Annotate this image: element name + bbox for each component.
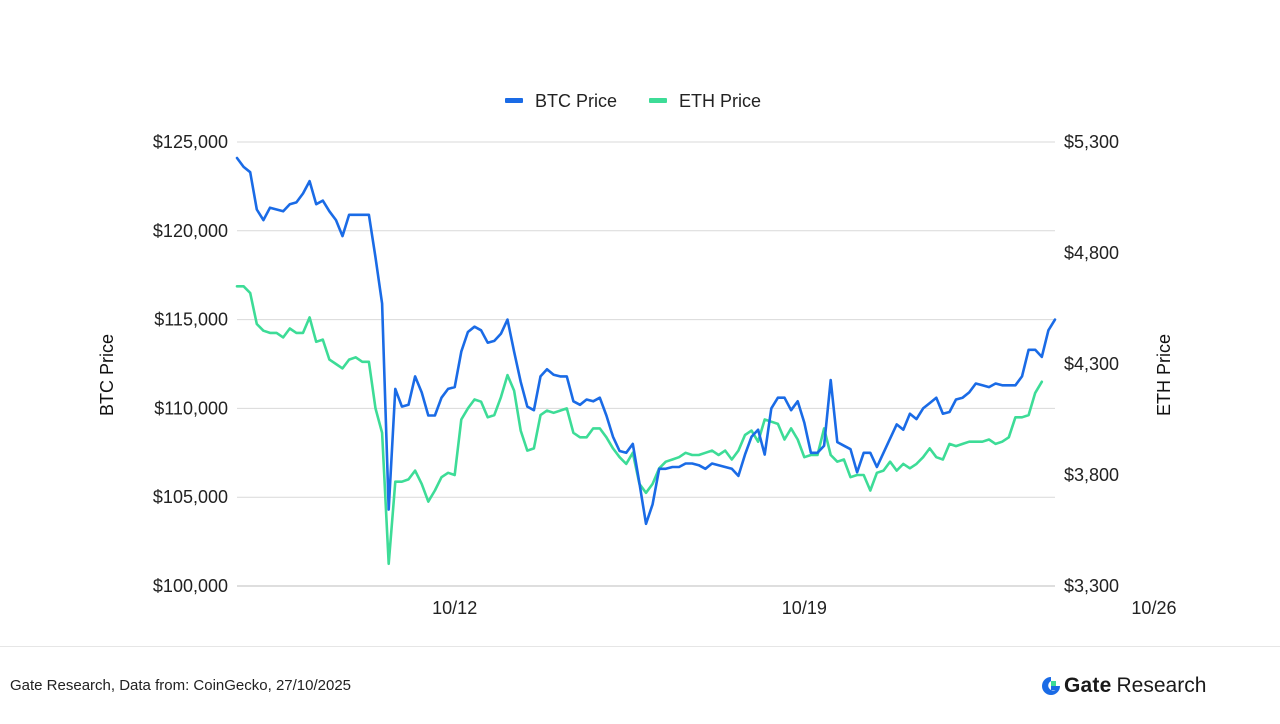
legend-label-eth: ETH Price bbox=[679, 91, 761, 111]
left-tick-label: $115,000 bbox=[154, 310, 228, 330]
x-tick-label: 10/12 bbox=[432, 598, 477, 618]
legend-swatch-btc bbox=[505, 98, 523, 103]
brand-subtitle: Research bbox=[1116, 674, 1207, 697]
left-tick-label: $105,000 bbox=[153, 487, 228, 507]
left-tick-label: $110,000 bbox=[154, 398, 228, 418]
brand-name: Gate bbox=[1064, 674, 1112, 697]
left-axis-ticks: $100,000 $105,000 $110,000 $115,000 $120,000… bbox=[153, 132, 228, 596]
legend-swatch-eth bbox=[649, 98, 667, 103]
series-lines bbox=[235, 156, 1057, 566]
left-tick-label: $120,000 bbox=[153, 221, 228, 241]
brand-logo: Gate Research bbox=[1040, 672, 1206, 700]
left-axis-title: BTC Price bbox=[97, 334, 117, 416]
right-axis-ticks: $3,300 $3,800 $4,300 $4,800 $5,300 bbox=[1064, 132, 1119, 596]
left-tick-label: $125,000 bbox=[153, 132, 228, 152]
right-tick-label: $4,300 bbox=[1064, 354, 1119, 374]
right-tick-label: $3,300 bbox=[1064, 576, 1119, 596]
gridlines bbox=[237, 141, 1055, 587]
x-axis-ticks: 10/12 10/19 10/26 bbox=[432, 598, 1176, 618]
series-line-btc-price bbox=[235, 156, 1057, 526]
right-tick-label: $4,800 bbox=[1064, 243, 1119, 263]
source-note: Gate Research, Data from: CoinGecko, 27/… bbox=[10, 677, 352, 694]
footer-divider bbox=[0, 646, 1280, 647]
x-tick-label: 10/26 bbox=[1131, 598, 1176, 618]
gate-logo-icon bbox=[1042, 677, 1060, 695]
legend-label-btc: BTC Price bbox=[535, 91, 617, 111]
right-axis-title: ETH Price bbox=[1154, 334, 1174, 416]
right-tick-label: $3,800 bbox=[1064, 465, 1119, 485]
left-tick-label: $100,000 bbox=[153, 576, 228, 596]
legend: BTC Price ETH Price bbox=[505, 91, 761, 111]
line-chart: $100,000 $105,000 $110,000 $115,000 $120,000… bbox=[97, 91, 1176, 618]
series-line-eth-price bbox=[235, 284, 1044, 566]
right-tick-label: $5,300 bbox=[1064, 132, 1119, 152]
x-tick-label: 10/19 bbox=[782, 598, 827, 618]
